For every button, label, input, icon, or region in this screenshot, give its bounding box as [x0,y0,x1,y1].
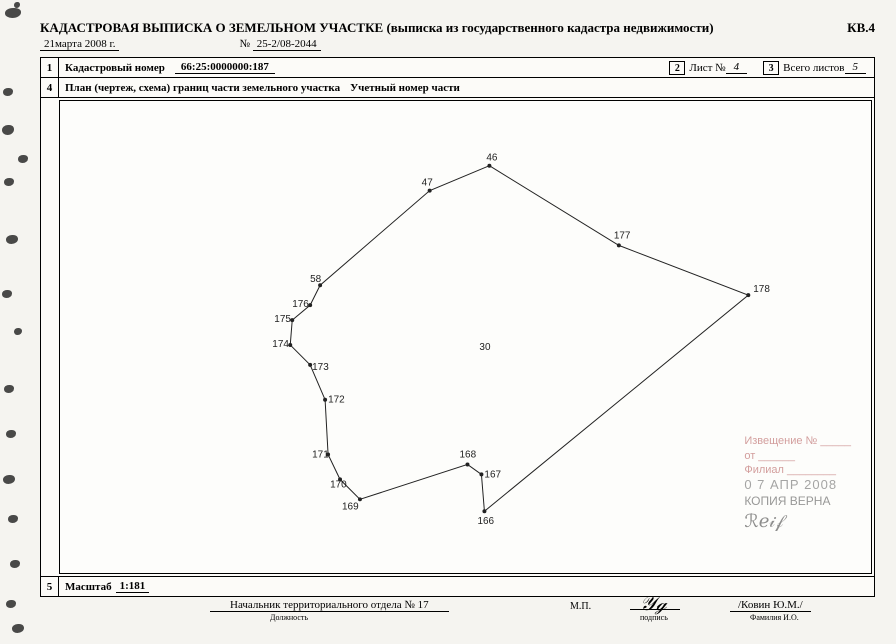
scale-row: 5 Масштаб 1:181 [41,576,874,596]
copy-stamp: Извещение № _____ от ______ Филиал _____… [744,434,851,533]
scale-label: Масштаб [59,581,112,593]
svg-text:30: 30 [479,342,491,353]
svg-text:58: 58 [310,274,322,285]
document-date: 21марта 2008 г. [40,38,119,51]
svg-text:171: 171 [312,449,329,460]
signer-name: /Ковин Ю.М./ [730,599,811,612]
svg-text:175: 175 [274,314,291,325]
total-sheets: 5 [845,61,867,74]
cell-1: 1 [41,58,59,77]
main-frame: 1 Кадастровый номер 66:25:0000000:187 2 … [40,57,875,597]
cell-3: 3 [763,61,779,75]
sheet-number: 4 [726,61,748,74]
sheet-label: Лист № [689,62,725,74]
svg-text:177: 177 [614,230,631,241]
name-sublabel: Фамилия И.О. [750,613,799,622]
stamp-date: 0 7 АПР 2008 [744,477,851,494]
stamp-line-2: от ______ [744,449,851,463]
cell-5: 5 [41,577,59,596]
cadastral-number: 66:25:0000000:187 [175,61,275,74]
signature-footer: Начальник территориального отдела № 17 Д… [40,599,875,627]
svg-text:168: 168 [460,449,477,460]
cell-2: 2 [669,61,685,75]
document-title: КАДАСТРОВАЯ ВЫПИСКА О ЗЕМЕЛЬНОМ УЧАСТКЕ … [40,20,714,36]
document-number: 25-2/08-2044 [253,38,321,51]
plan-label: План (чертеж, схема) границ части земель… [59,82,340,94]
svg-text:167: 167 [484,469,501,480]
svg-text:173: 173 [312,362,329,373]
signature-line [630,609,680,610]
form-code: КВ.4 [847,20,875,36]
signature-sublabel: подпись [640,613,668,622]
scale-value: 1:181 [116,580,150,593]
position-sublabel: Должность [270,613,308,622]
plot-area: 46 47 177 178 58 176175 174 173 172 171 170 169 168 1… [59,100,872,574]
part-number-label: Учетный номер части [350,82,460,94]
svg-text:176: 176 [292,299,309,310]
stamp-line-3: Филиал ________ [744,463,851,477]
svg-text:170: 170 [330,479,347,490]
stamp-signature: ℛℯ𝒾𝒻 [744,510,851,533]
svg-text:174: 174 [272,339,289,350]
docno-label: № [239,38,250,50]
header-row-1: 1 Кадастровый номер 66:25:0000000:187 2 … [41,58,874,78]
signer-position: Начальник территориального отдела № 17 [210,599,449,612]
stamp-line-1: Извещение № _____ [744,434,851,448]
svg-text:172: 172 [328,395,345,406]
svg-text:46: 46 [486,153,498,164]
svg-text:169: 169 [342,501,359,512]
stamp-kopia: КОПИЯ ВЕРНА [744,494,851,510]
header-row-2: 4 План (чертеж, схема) границ части земе… [41,78,874,98]
svg-text:47: 47 [422,178,434,189]
svg-text:178: 178 [753,284,770,295]
cadastral-label: Кадастровый номер [59,62,165,74]
cell-4: 4 [41,78,59,97]
total-label: Всего листов [783,62,844,74]
seal-label: М.П. [570,601,591,612]
svg-text:166: 166 [477,516,494,527]
